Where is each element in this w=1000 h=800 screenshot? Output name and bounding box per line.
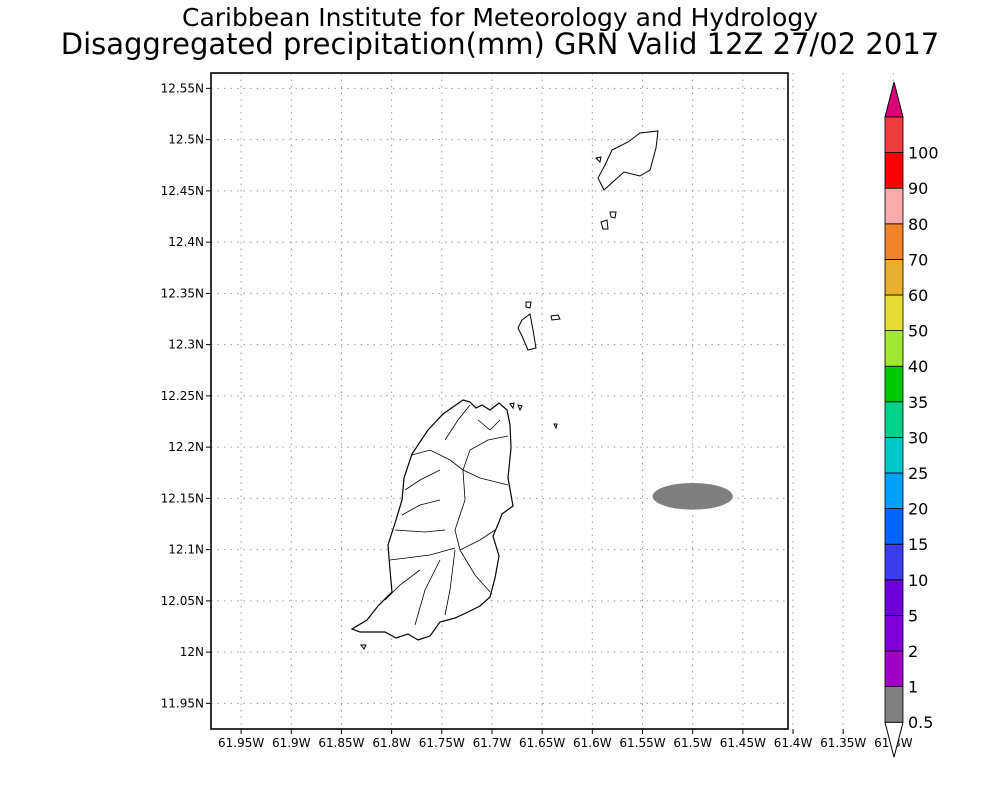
colorbar-level-label: 50: [908, 322, 928, 341]
lon-tick-label: 61.5W: [673, 736, 712, 750]
lon-tick-label: 61.9W: [272, 736, 311, 750]
colorbar-box: [884, 579, 904, 616]
grenada-island: [350, 399, 514, 641]
colorbar-level-label: 70: [908, 250, 928, 269]
colorbar-box: [884, 294, 904, 331]
colorbar-level-label: 40: [908, 357, 928, 376]
island-small-6: [509, 402, 515, 410]
colorbar-level-label: 90: [908, 179, 928, 198]
lat-tick-label: 12.1N: [168, 543, 204, 557]
lat-tick-label: 12.35N: [161, 286, 204, 300]
colorbar-box: [884, 401, 904, 438]
longitude-tick-labels: 61.95W 61.9W 61.85W 61.8W 61.75W 61.7W 61.65W 6…: [218, 729, 913, 750]
colorbar-level-label: 10: [908, 571, 928, 590]
colorbar-level-label: 25: [908, 464, 928, 483]
grenada-parish-lines: [384, 404, 509, 626]
lon-tick-label: 61.8W: [372, 736, 411, 750]
precip-area-0.5-1mm: [652, 483, 733, 510]
lon-tick-label: 61.65W: [519, 736, 565, 750]
colorbar-box: [884, 650, 904, 687]
colorbar-box: [884, 365, 904, 403]
map-frame: [210, 72, 789, 730]
lat-tick-label: 12.45N: [161, 184, 204, 198]
island-small-9: [360, 644, 367, 650]
lat-tick-label: 12.05N: [161, 594, 204, 608]
colorbar-level-label: 15: [908, 535, 928, 554]
lat-tick-label: 12.25N: [161, 389, 204, 403]
lat-tick-label: 12.55N: [161, 81, 204, 95]
lat-tick-label: 12.2N: [168, 440, 204, 454]
lat-tick-label: 12.15N: [161, 491, 204, 505]
island-ronde: [517, 313, 537, 351]
lon-tick-label: 61.85W: [318, 736, 364, 750]
colorbar-box: [884, 223, 904, 260]
colorbar-level-label: 2: [908, 642, 918, 661]
island-small-7: [517, 404, 523, 412]
lat-tick-label: 12.5N: [168, 133, 204, 147]
title-institute: Caribbean Institute for Meteorology and …: [182, 3, 818, 32]
colorbar-box: [884, 258, 904, 296]
colorbar-box: [884, 615, 904, 652]
lat-tick-label: 12N: [180, 645, 204, 659]
island-carriacou: [597, 130, 659, 191]
colorbar-level-label: 20: [908, 500, 928, 519]
colorbar-box: [884, 152, 904, 189]
title-product: Disaggregated precipitation(mm) GRN Vali…: [60, 27, 940, 61]
colorbar-box: [884, 543, 904, 581]
colorbar-box: [884, 187, 904, 225]
colorbar-box: [884, 116, 904, 153]
lon-tick-label: 61.35W: [820, 736, 866, 750]
island-small-4: [525, 301, 532, 309]
lon-tick-label: 61.55W: [619, 736, 665, 750]
island-small-3: [594, 156, 602, 164]
colorbar-box: [884, 330, 904, 367]
lat-tick-label: 12.4N: [168, 235, 204, 249]
colorbar-box: [884, 508, 904, 545]
colorbar-level-label: 5: [908, 606, 918, 625]
colorbar-level-label: 0.5: [908, 713, 933, 732]
colorbar-level-label: 80: [908, 215, 928, 234]
colorbar-level-label: 100: [908, 144, 939, 163]
colorbar-box: [884, 686, 904, 723]
colorbar-over-triangle: [884, 81, 904, 118]
grenadine-islands: [360, 130, 659, 650]
lon-tick-label: 61.6W: [573, 736, 612, 750]
island-small-1: [600, 219, 609, 230]
island-small-5: [550, 314, 561, 321]
lon-tick-label: 61.4W: [774, 736, 813, 750]
latitude-tick-labels: 12.55N 12.5N 12.45N 12.4N 12.35N 12.3N 12.25N 1…: [161, 81, 211, 710]
lon-tick-label: 61.75W: [419, 736, 465, 750]
lon-tick-label: 61.45W: [720, 736, 766, 750]
lat-tick-label: 11.95N: [161, 696, 204, 710]
colorbar-level-label: 1: [908, 678, 918, 697]
lat-tick-label: 12.3N: [168, 338, 204, 352]
colorbar-box: [884, 472, 904, 509]
lon-tick-label: 61.95W: [218, 736, 264, 750]
island-small-8: [553, 423, 558, 430]
map-grid: [211, 73, 894, 729]
colorbar-level-label: 60: [908, 286, 928, 305]
colorbar-level-label: 30: [908, 428, 928, 447]
colorbar-box: [884, 436, 904, 474]
lon-tick-label: 61.7W: [473, 736, 512, 750]
colorbar-level-label: 35: [908, 393, 928, 412]
island-small-2: [609, 211, 617, 219]
